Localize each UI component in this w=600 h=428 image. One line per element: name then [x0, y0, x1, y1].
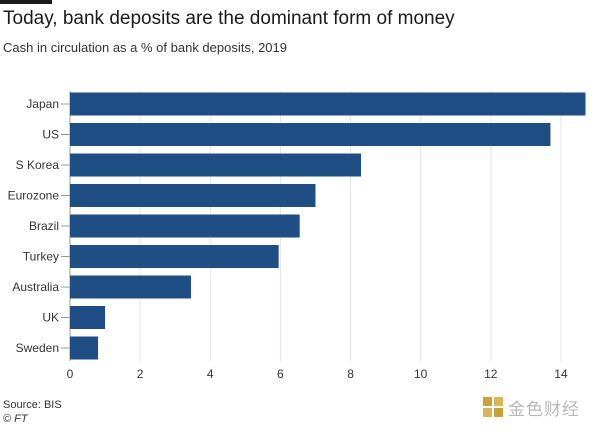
bar-s-korea	[70, 153, 362, 177]
category-label: Eurozone	[8, 189, 60, 203]
header-rule	[0, 0, 52, 4]
x-tick-label: 12	[484, 367, 498, 381]
bar-japan	[70, 92, 586, 116]
bar-australia	[70, 275, 191, 299]
category-labels: Japan US S Korea Eurozone Brazil Turkey Austra…	[8, 97, 70, 355]
category-label: S Korea	[16, 158, 60, 172]
x-tick-label: 6	[277, 367, 284, 381]
source-note: Source: BIS	[3, 399, 62, 411]
category-label: Australia	[12, 280, 59, 294]
x-tick-label: 14	[554, 367, 568, 381]
x-tick-label: 2	[137, 367, 144, 381]
x-tick-label: 10	[414, 367, 428, 381]
chart-subtitle: Cash in circulation as a % of bank depos…	[3, 40, 288, 55]
x-tick-label: 4	[207, 367, 214, 381]
bar-eurozone	[70, 184, 316, 207]
category-label: UK	[42, 311, 59, 325]
category-label: Turkey	[23, 250, 59, 264]
chart-title: Today, bank deposits are the dominant fo…	[3, 8, 455, 29]
bars	[70, 92, 586, 360]
bar-brazil	[70, 214, 300, 238]
x-tick-label: 8	[347, 367, 354, 381]
category-label: US	[42, 128, 59, 142]
watermark-text: 金色财经	[508, 399, 580, 419]
x-tick-label: 0	[67, 367, 74, 381]
category-label: Brazil	[29, 219, 59, 233]
category-label: Japan	[26, 97, 59, 111]
bar-us	[70, 123, 551, 146]
gold-finance-logo-icon	[483, 397, 503, 417]
bar-turkey	[70, 245, 279, 268]
category-label: Sweden	[16, 341, 59, 355]
x-axis-ticks: 0 2 4 6 8 10 12 14	[67, 367, 568, 381]
credit-note: © FT	[3, 413, 28, 425]
watermark: 金色财经	[482, 394, 580, 420]
bar-uk	[70, 306, 106, 329]
bar-sweden	[70, 336, 99, 360]
